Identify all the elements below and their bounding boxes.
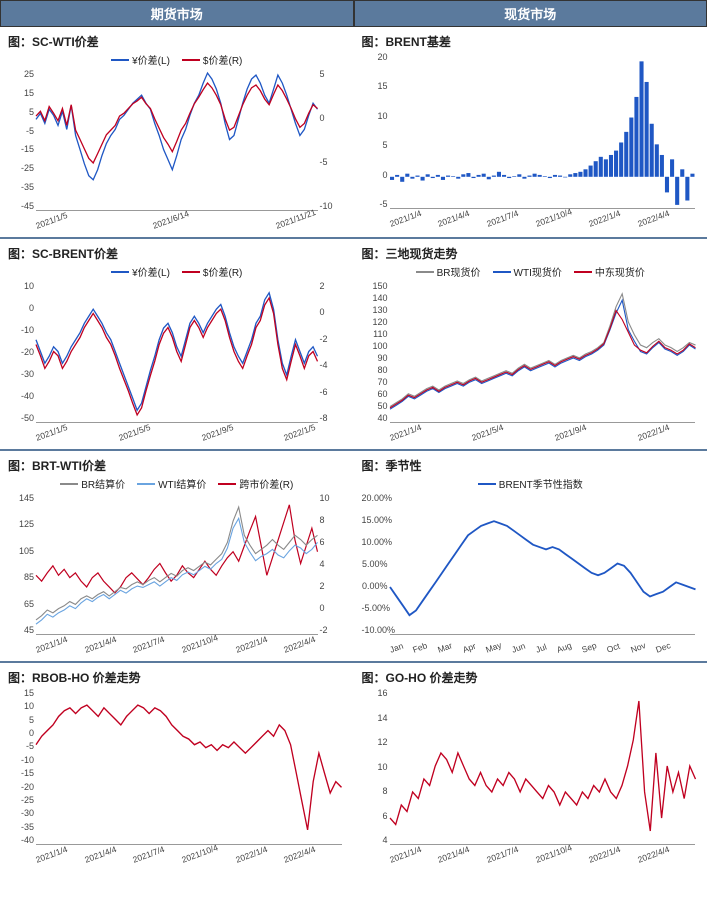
chart-title: 图：SC-BRENT价差 xyxy=(8,245,346,262)
legend-label: BR结算价 xyxy=(81,476,125,491)
chart-box: 151050-5-10-15-20-25-30-35-402021/1/4202… xyxy=(8,688,346,863)
legend-swatch xyxy=(60,483,78,485)
legend-item: BRENT季节性指数 xyxy=(478,476,583,491)
legend-item: ¥价差(L) xyxy=(111,264,170,279)
plot-area xyxy=(36,69,318,211)
legend-item: 跨市价差(R) xyxy=(218,476,293,491)
chart-legend: BR结算价 WTI结算价 跨市价差(R) xyxy=(8,476,346,491)
x-axis: 2021/1/52021/6/142021/11/21 xyxy=(36,221,318,231)
y-axis-left: 20151050-5 xyxy=(362,52,388,209)
plot-area xyxy=(36,281,318,423)
plot-area xyxy=(390,52,696,209)
y-axis-left: 25155-5-15-25-35-45 xyxy=(8,69,34,211)
legend-label: 中东现货价 xyxy=(595,264,645,279)
legend-item: $价差(R) xyxy=(182,52,242,67)
y-axis-left: 150140130120110100908070605040 xyxy=(362,281,388,423)
chart-title: 图：SC-WTI价差 xyxy=(8,33,346,50)
x-axis: 2021/1/52021/5/52021/9/52022/1/5 xyxy=(36,433,318,443)
x-axis: JanFebMarAprMayJunJulAugSepOctNovDec xyxy=(390,645,672,655)
charts-grid: 图：SC-WTI价差 ¥价差(L) $价差(R) 25155-5-15-25-35-4… xyxy=(0,27,707,873)
legend-item: WTI结算价 xyxy=(137,476,206,491)
chart-panel: 图：三地现货走势 BR现货价 WTI现货价 中东现货价 1501401301201101… xyxy=(354,239,707,449)
chart-box: 20.00%15.00%10.00%5.00%0.00%-5.00%-10.00… xyxy=(362,493,700,653)
x-axis: 2021/1/42021/4/42021/7/42021/10/42022/1/… xyxy=(36,645,318,655)
x-axis: 2021/1/42021/4/42021/7/42021/10/42022/1/… xyxy=(36,855,318,865)
chart-panel: 图：GO-HO 价差走势 161412108642021/1/42021/4/42… xyxy=(354,663,707,873)
plot-area xyxy=(390,281,696,423)
chart-title: 图：BRT-WTI价差 xyxy=(8,457,346,474)
legend-label: 跨市价差(R) xyxy=(239,476,293,491)
x-axis: 2021/1/42021/4/42021/7/42021/10/42022/1/… xyxy=(390,855,672,865)
chart-box: 161412108642021/1/42021/4/42021/7/42021/… xyxy=(362,688,700,863)
legend-item: 中东现货价 xyxy=(574,264,645,279)
legend-item: WTI现货价 xyxy=(493,264,562,279)
legend-swatch xyxy=(218,483,236,485)
legend-swatch xyxy=(493,271,511,273)
legend-label: BR现货价 xyxy=(437,264,481,279)
y-axis-right: 1086420-2 xyxy=(320,493,346,635)
headers-row: 期货市场 现货市场 xyxy=(0,0,707,27)
legend-item: BR结算价 xyxy=(60,476,125,491)
chart-panel: 图：季节性 BRENT季节性指数 20.00%15.00%10.00%5.00%0.… xyxy=(354,451,707,661)
legend-swatch xyxy=(574,271,592,273)
chart-panel: 图：SC-WTI价差 ¥价差(L) $价差(R) 25155-5-15-25-35-4… xyxy=(0,27,354,237)
legend-swatch xyxy=(111,59,129,61)
y-axis-right: 50-5-10 xyxy=(320,69,346,211)
legend-label: $价差(R) xyxy=(203,52,242,67)
chart-box: 1501401301201101009080706050402021/1/420… xyxy=(362,281,700,441)
legend-label: WTI结算价 xyxy=(158,476,206,491)
chart-title: 图：季节性 xyxy=(362,457,700,474)
legend-item: ¥价差(L) xyxy=(111,52,170,67)
legend-label: ¥价差(L) xyxy=(132,52,170,67)
chart-legend: ¥价差(L) $价差(R) xyxy=(8,264,346,279)
chart-legend: BRENT季节性指数 xyxy=(362,476,700,491)
header-futures: 期货市场 xyxy=(0,0,354,27)
chart-box: 100-10-20-30-40-50 20-2-4-6-82021/1/52021… xyxy=(8,281,346,441)
legend-label: ¥价差(L) xyxy=(132,264,170,279)
y-axis-left: 100-10-20-30-40-50 xyxy=(8,281,34,423)
x-axis: 2021/1/42021/5/42021/9/42022/1/4 xyxy=(390,433,672,443)
legend-label: BRENT季节性指数 xyxy=(499,476,583,491)
y-axis-left: 151050-5-10-15-20-25-30-35-40 xyxy=(8,688,34,845)
legend-swatch xyxy=(137,483,155,485)
y-axis-left: 16141210864 xyxy=(362,688,388,845)
y-axis-left: 20.00%15.00%10.00%5.00%0.00%-5.00%-10.00… xyxy=(362,493,388,635)
legend-item: BR现货价 xyxy=(416,264,481,279)
legend-item: $价差(R) xyxy=(182,264,242,279)
x-axis: 2021/1/42021/4/42021/7/42021/10/42022/1/… xyxy=(390,219,672,229)
chart-panel: 图：SC-BRENT价差 ¥价差(L) $价差(R) 100-10-20-30-40-… xyxy=(0,239,354,449)
legend-swatch xyxy=(478,483,496,485)
chart-legend: ¥价差(L) $价差(R) xyxy=(8,52,346,67)
legend-label: WTI现货价 xyxy=(514,264,562,279)
chart-legend: BR现货价 WTI现货价 中东现货价 xyxy=(362,264,700,279)
plot-area xyxy=(36,688,342,845)
legend-swatch xyxy=(111,271,129,273)
chart-panel: 图：BRENT基差 20151050-52021/1/42021/4/42021/… xyxy=(354,27,707,237)
chart-panel: 图：RBOB-HO 价差走势 151050-5-10-15-20-25-30-35… xyxy=(0,663,354,873)
chart-title: 图：GO-HO 价差走势 xyxy=(362,669,700,686)
plot-area xyxy=(390,688,696,845)
chart-title: 图：BRENT基差 xyxy=(362,33,700,50)
legend-label: $价差(R) xyxy=(203,264,242,279)
plot-area xyxy=(390,493,696,635)
legend-swatch xyxy=(416,271,434,273)
legend-swatch xyxy=(182,59,200,61)
chart-title: 图：RBOB-HO 价差走势 xyxy=(8,669,346,686)
y-axis-right: 20-2-4-6-8 xyxy=(320,281,346,423)
header-spot: 现货市场 xyxy=(354,0,707,27)
chart-box: 20151050-52021/1/42021/4/42021/7/42021/1… xyxy=(362,52,700,227)
chart-title: 图：三地现货走势 xyxy=(362,245,700,262)
chart-box: 25155-5-15-25-35-45 50-5-102021/1/52021/6… xyxy=(8,69,346,229)
legend-swatch xyxy=(182,271,200,273)
chart-box: 145125105856545 1086420-22021/1/42021/4/4… xyxy=(8,493,346,653)
y-axis-left: 145125105856545 xyxy=(8,493,34,635)
chart-panel: 图：BRT-WTI价差 BR结算价 WTI结算价 跨市价差(R) 14512510585… xyxy=(0,451,354,661)
plot-area xyxy=(36,493,318,635)
